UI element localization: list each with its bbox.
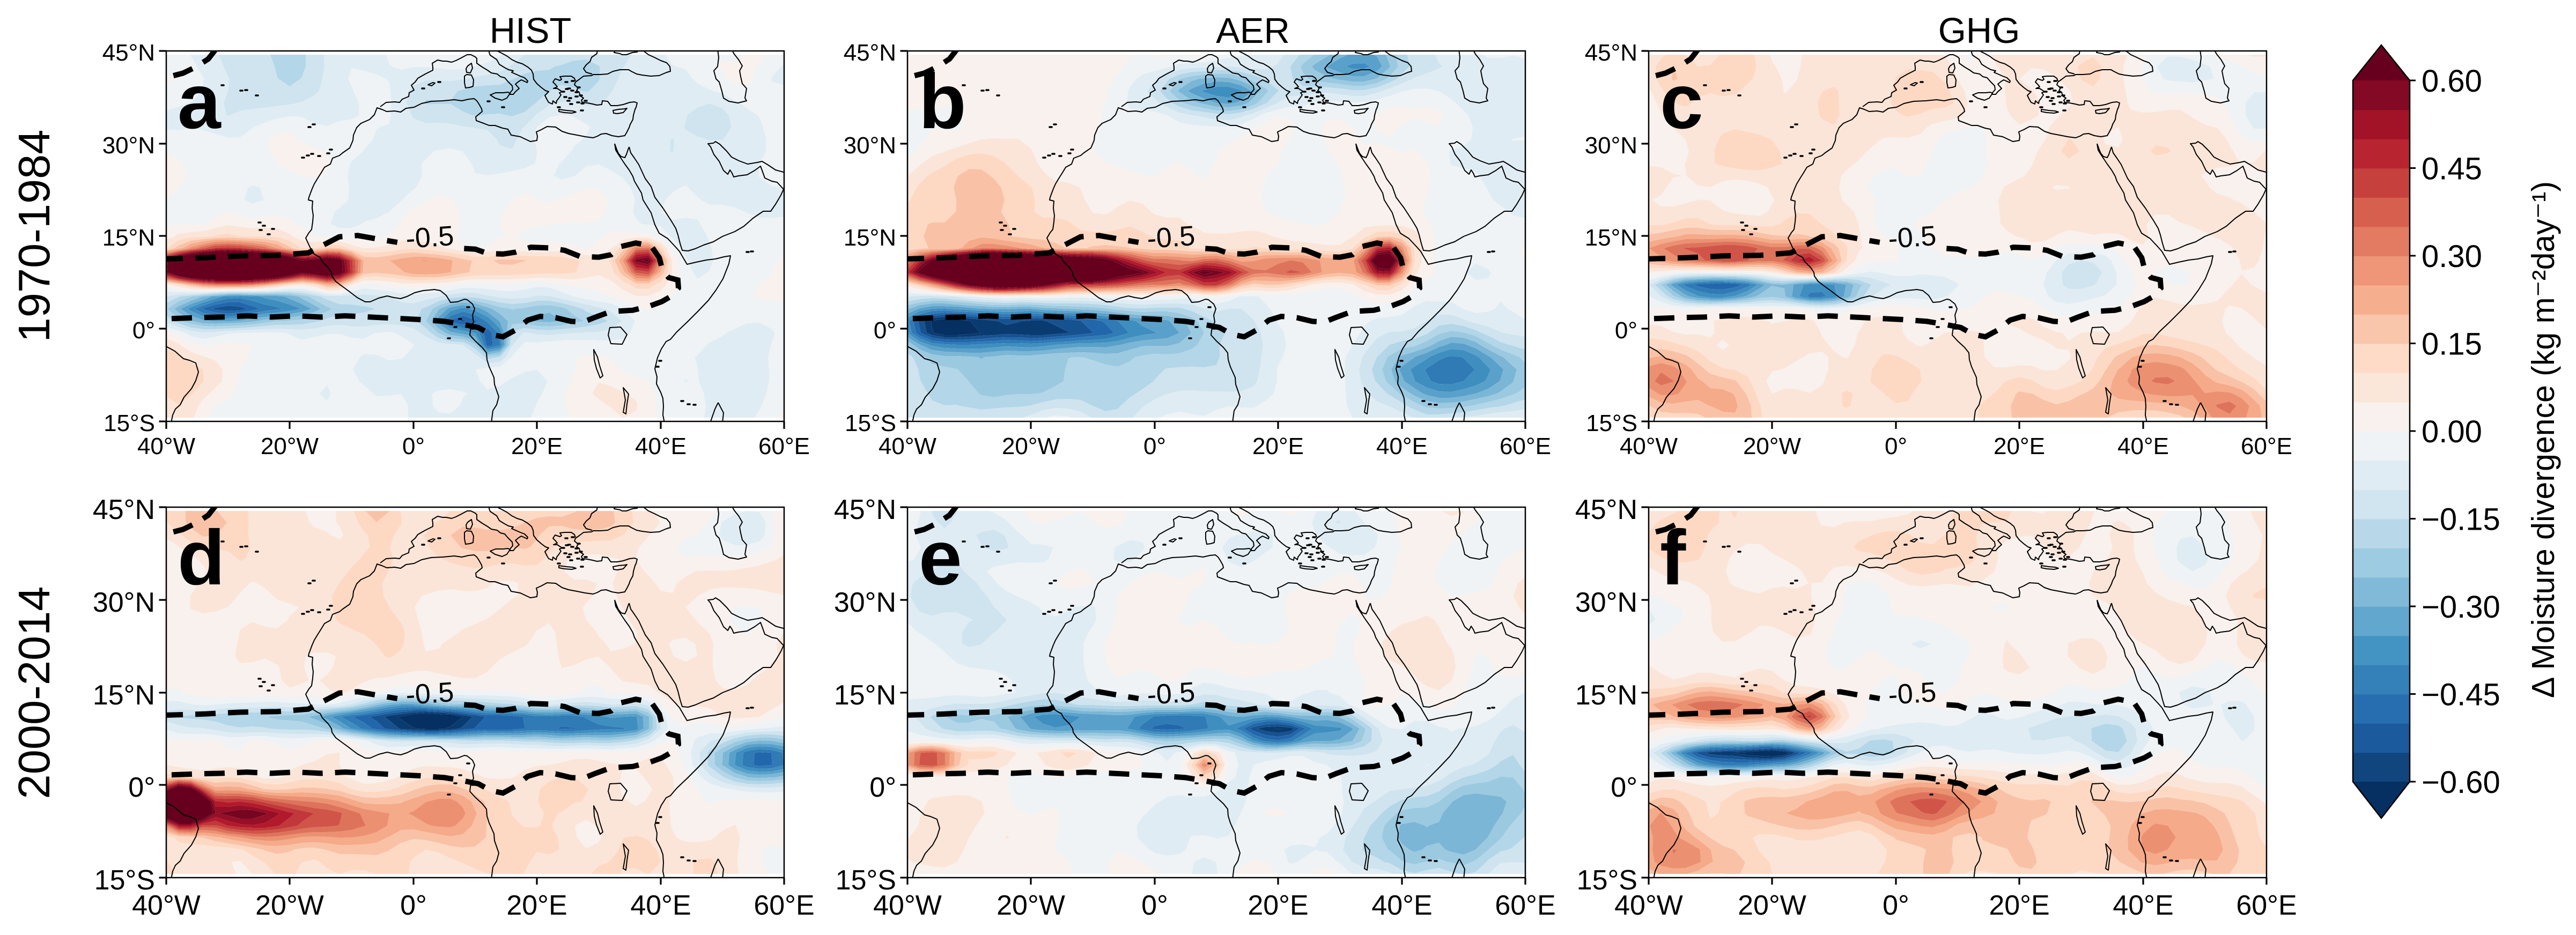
svg-text:−0.30: −0.30 <box>2422 590 2500 625</box>
svg-text:20°E: 20°E <box>1248 890 1308 921</box>
svg-text:c: c <box>1660 58 1703 145</box>
svg-text:0°: 0° <box>1615 317 1637 344</box>
svg-text:30°N: 30°N <box>102 132 155 159</box>
svg-text:60°E: 60°E <box>2241 433 2292 459</box>
svg-text:45°N: 45°N <box>1585 40 1637 66</box>
svg-text:−0.45: −0.45 <box>2422 678 2500 713</box>
svg-text:20°W: 20°W <box>1002 433 1060 459</box>
svg-text:40°E: 40°E <box>1371 890 1432 921</box>
svg-text:Δ Moisture divergence (kg m⁻²d: Δ Moisture divergence (kg m⁻²day⁻¹) <box>2526 181 2561 698</box>
svg-text:−0.60: −0.60 <box>2422 765 2500 800</box>
svg-text:0°: 0° <box>874 317 896 344</box>
svg-text:40°E: 40°E <box>2113 890 2173 921</box>
svg-text:15°S: 15°S <box>104 410 155 436</box>
svg-text:-0.5: -0.5 <box>1146 220 1196 255</box>
svg-text:30°N: 30°N <box>844 132 896 159</box>
svg-text:45°N: 45°N <box>102 40 155 66</box>
svg-text:60°E: 60°E <box>1500 433 1551 459</box>
svg-text:e: e <box>919 514 962 601</box>
svg-text:0°: 0° <box>1141 890 1168 921</box>
svg-text:15°S: 15°S <box>1586 410 1637 436</box>
svg-text:40°W: 40°W <box>137 433 196 459</box>
svg-text:0°: 0° <box>132 317 155 344</box>
svg-text:0.60: 0.60 <box>2422 64 2482 99</box>
svg-text:15°N: 15°N <box>1575 680 1637 711</box>
svg-text:45°N: 45°N <box>93 494 155 525</box>
svg-text:45°N: 45°N <box>834 494 896 525</box>
svg-text:2000-2014: 2000-2014 <box>9 587 59 799</box>
svg-text:-0.5: -0.5 <box>405 220 455 255</box>
svg-text:-0.5: -0.5 <box>1146 677 1196 711</box>
svg-text:40°W: 40°W <box>1614 890 1683 921</box>
svg-text:0°: 0° <box>1885 433 1907 459</box>
svg-text:15°N: 15°N <box>93 680 155 711</box>
svg-text:0.15: 0.15 <box>2422 327 2482 362</box>
svg-text:15°N: 15°N <box>102 225 155 251</box>
svg-text:15°N: 15°N <box>1585 225 1637 251</box>
svg-text:-0.5: -0.5 <box>1887 677 1937 711</box>
svg-text:-0.5: -0.5 <box>1887 220 1937 255</box>
svg-text:HIST: HIST <box>490 11 572 51</box>
svg-text:40°E: 40°E <box>630 890 691 921</box>
svg-text:60°E: 60°E <box>758 433 810 459</box>
svg-text:60°E: 60°E <box>2236 890 2297 921</box>
svg-text:40°W: 40°W <box>132 890 201 921</box>
svg-text:30°N: 30°N <box>834 587 896 618</box>
svg-text:15°N: 15°N <box>834 680 896 711</box>
svg-text:60°E: 60°E <box>1495 890 1555 921</box>
svg-text:0°: 0° <box>1611 772 1637 803</box>
svg-text:40°W: 40°W <box>873 890 942 921</box>
svg-text:0.30: 0.30 <box>2422 239 2482 274</box>
svg-text:30°N: 30°N <box>1585 132 1637 159</box>
svg-text:15°S: 15°S <box>1577 865 1637 896</box>
svg-text:40°W: 40°W <box>879 433 937 459</box>
svg-text:AER: AER <box>1216 11 1290 51</box>
svg-text:30°N: 30°N <box>1575 587 1637 618</box>
svg-text:0°: 0° <box>128 772 155 803</box>
svg-text:30°N: 30°N <box>93 587 155 618</box>
svg-text:20°W: 20°W <box>1743 433 1802 459</box>
svg-text:0°: 0° <box>869 772 896 803</box>
svg-text:20°W: 20°W <box>261 433 319 459</box>
svg-text:20°E: 20°E <box>1994 433 2045 459</box>
svg-text:15°S: 15°S <box>836 865 896 896</box>
svg-text:20°E: 20°E <box>511 433 563 459</box>
svg-text:40°W: 40°W <box>1620 433 1678 459</box>
svg-text:60°E: 60°E <box>754 890 814 921</box>
svg-text:20°E: 20°E <box>1252 433 1304 459</box>
svg-text:−0.15: −0.15 <box>2422 502 2500 537</box>
svg-text:20°W: 20°W <box>255 890 324 921</box>
svg-text:15°S: 15°S <box>94 865 155 896</box>
svg-text:45°N: 45°N <box>1575 494 1637 525</box>
svg-text:40°E: 40°E <box>1376 433 1428 459</box>
svg-text:GHG: GHG <box>1938 11 2020 51</box>
svg-text:20°E: 20°E <box>506 890 567 921</box>
svg-text:0.00: 0.00 <box>2422 414 2482 449</box>
svg-text:f: f <box>1660 514 1686 601</box>
svg-text:1970-1984: 1970-1984 <box>9 130 59 343</box>
svg-text:d: d <box>178 514 225 601</box>
svg-text:b: b <box>919 58 966 145</box>
svg-text:0°: 0° <box>402 433 425 459</box>
svg-text:40°E: 40°E <box>635 433 687 459</box>
svg-text:-0.5: -0.5 <box>405 677 455 711</box>
svg-text:15°N: 15°N <box>844 225 896 251</box>
svg-text:20°W: 20°W <box>1738 890 1806 921</box>
svg-text:15°S: 15°S <box>845 410 896 436</box>
svg-text:0°: 0° <box>1883 890 1909 921</box>
svg-text:0°: 0° <box>1143 433 1166 459</box>
svg-text:45°N: 45°N <box>844 40 896 66</box>
svg-text:20°E: 20°E <box>1989 890 2049 921</box>
svg-text:40°E: 40°E <box>2117 433 2169 459</box>
svg-text:0.45: 0.45 <box>2422 152 2482 187</box>
svg-text:a: a <box>178 58 222 145</box>
svg-text:20°W: 20°W <box>997 890 1065 921</box>
svg-text:0°: 0° <box>400 890 427 921</box>
